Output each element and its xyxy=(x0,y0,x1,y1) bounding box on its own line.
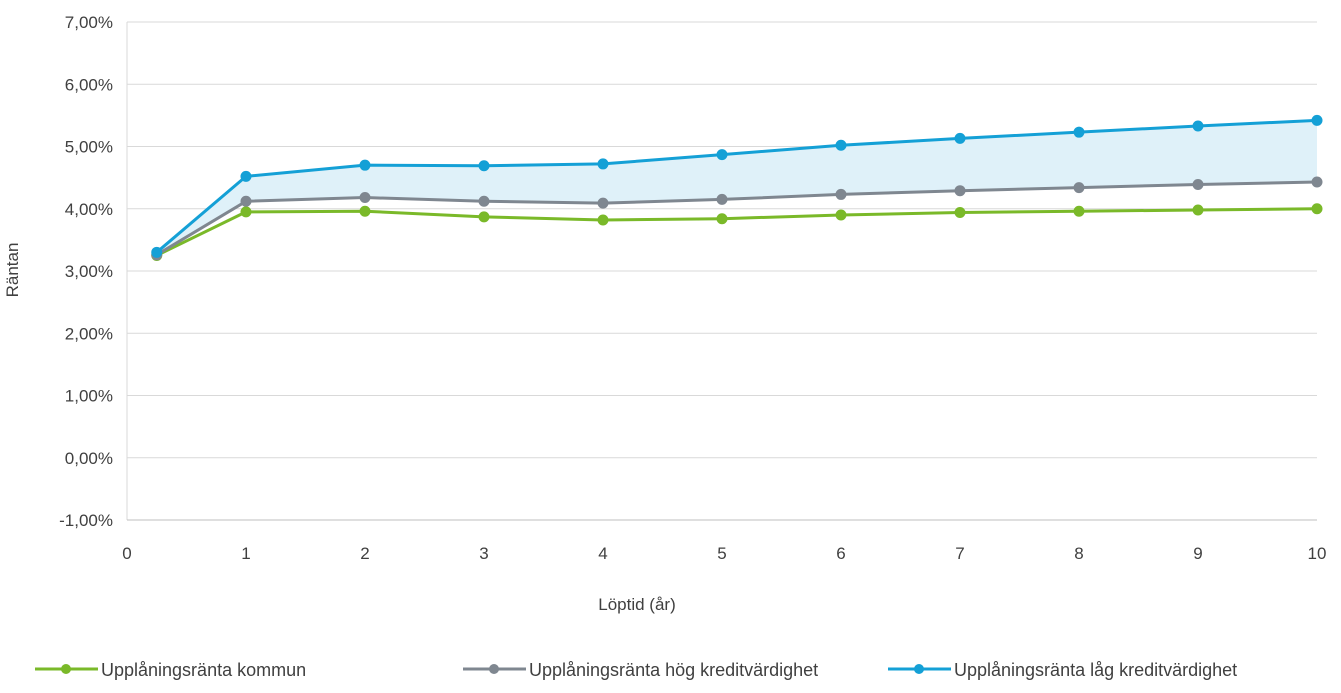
data-point xyxy=(1311,176,1323,188)
data-point xyxy=(835,188,847,200)
x-tick-label: 2 xyxy=(360,544,369,563)
axes: -1,00% 0,00% 1,00% 2,00% 3,00% 4,00% 5,00% 6,00… xyxy=(59,13,1326,563)
y-tick-label: 5,00% xyxy=(65,138,113,157)
y-tick-label: -1,00% xyxy=(59,511,113,530)
data-point xyxy=(597,197,609,209)
data-point xyxy=(151,246,163,258)
data-point xyxy=(597,158,609,170)
data-point xyxy=(1311,203,1323,215)
data-point xyxy=(954,132,966,144)
data-point xyxy=(478,211,490,223)
x-tick-label: 10 xyxy=(1308,544,1327,563)
legend: Upplåningsränta kommun Upplåningsränta hö… xyxy=(35,660,1237,680)
x-tick-label: 1 xyxy=(241,544,250,563)
gridlines xyxy=(127,21,1317,521)
data-point xyxy=(1192,204,1204,216)
legend-label: Upplåningsränta hög kreditvärdighet xyxy=(529,660,818,680)
y-tick-label: 4,00% xyxy=(65,200,113,219)
data-point xyxy=(1073,205,1085,217)
data-point xyxy=(359,205,371,217)
data-point xyxy=(716,213,728,225)
data-point xyxy=(1192,120,1204,132)
series-lines xyxy=(151,114,1323,261)
band-area xyxy=(156,120,1317,255)
x-tick-label: 8 xyxy=(1074,544,1083,563)
series-line-1 xyxy=(156,207,1318,257)
data-point xyxy=(954,206,966,218)
x-tick-label: 5 xyxy=(717,544,726,563)
y-tick-label: 7,00% xyxy=(65,13,113,32)
x-tick-label: 3 xyxy=(479,544,488,563)
legend-swatch-marker xyxy=(61,664,71,674)
data-point xyxy=(716,193,728,205)
x-axis-title: Löptid (år) xyxy=(598,595,675,614)
x-tick-label: 9 xyxy=(1193,544,1202,563)
shaded-band xyxy=(156,120,1317,255)
data-point xyxy=(478,160,490,172)
y-tick-label: 6,00% xyxy=(65,75,113,94)
legend-label: Upplåningsränta låg kreditvärdighet xyxy=(954,660,1237,680)
data-point xyxy=(240,195,252,207)
data-point xyxy=(1073,126,1085,138)
legend-swatch-marker xyxy=(914,664,924,674)
x-tick-label: 0 xyxy=(122,544,131,563)
x-tick-label: 7 xyxy=(955,544,964,563)
data-point xyxy=(359,192,371,204)
data-point xyxy=(835,209,847,221)
y-axis-title: Räntan xyxy=(3,243,22,298)
data-point xyxy=(1192,178,1204,190)
y-tick-label: 1,00% xyxy=(65,387,113,406)
data-point xyxy=(240,206,252,218)
y-tick-label: 3,00% xyxy=(65,262,113,281)
y-tick-label: 2,00% xyxy=(65,324,113,343)
y-tick-label: 0,00% xyxy=(65,449,113,468)
x-tick-label: 4 xyxy=(598,544,607,563)
data-point xyxy=(240,170,252,182)
data-point xyxy=(478,195,490,207)
data-point xyxy=(716,149,728,161)
data-point xyxy=(597,214,609,226)
data-point xyxy=(835,139,847,151)
data-point xyxy=(1073,182,1085,194)
x-tick-label: 6 xyxy=(836,544,845,563)
data-point xyxy=(954,185,966,197)
legend-swatch-marker xyxy=(489,664,499,674)
data-point xyxy=(359,159,371,171)
legend-label: Upplåningsränta kommun xyxy=(101,660,306,680)
data-point xyxy=(1311,114,1323,126)
